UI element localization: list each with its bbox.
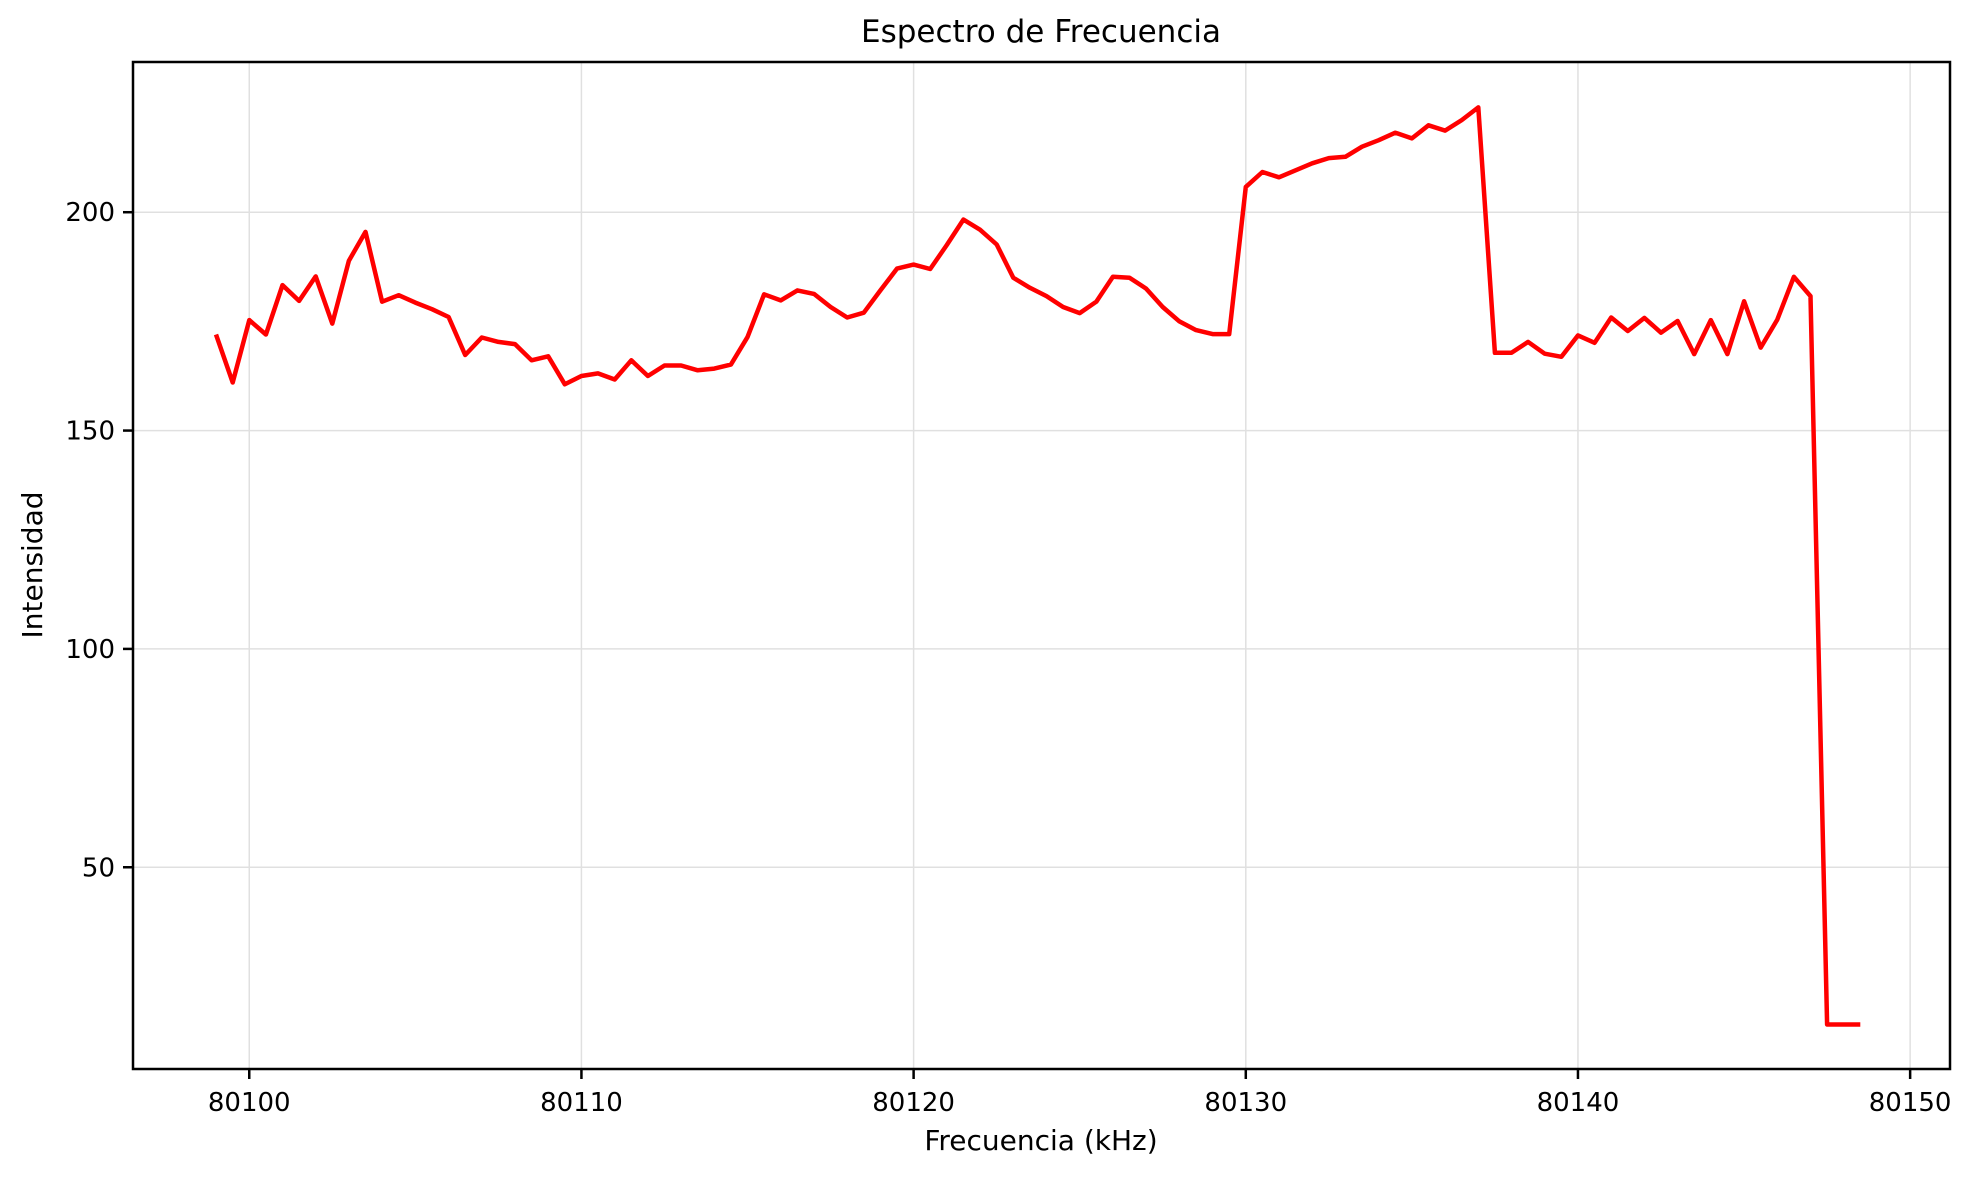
spectrum-line: [213, 105, 1861, 1027]
x-tick-label: 80100: [208, 1088, 291, 1118]
axes-frame: [131, 60, 1952, 1071]
data-series: [213, 105, 1861, 1027]
x-tick-label: 80120: [872, 1088, 955, 1118]
chart-title: Espectro de Frecuencia: [861, 14, 1221, 50]
x-tick-label: 80140: [1537, 1088, 1620, 1118]
y-tick-label: 50: [82, 853, 115, 883]
grid-lines: [133, 62, 1950, 1069]
y-axis-ticks: 50 100 150 200: [65, 198, 133, 883]
x-tick-label: 80150: [1869, 1088, 1952, 1118]
x-tick-label: 80110: [540, 1088, 623, 1118]
y-tick-label: 200: [65, 198, 115, 228]
plot-area: [133, 62, 1950, 1069]
x-axis-ticks: 80100 80110 80120 80130 80140 80150: [208, 1069, 1952, 1118]
y-tick-label: 100: [65, 635, 115, 665]
x-tick-label: 80130: [1204, 1088, 1287, 1118]
x-axis-label: Frecuencia (kHz): [924, 1124, 1157, 1157]
y-axis-label: Intensidad: [16, 491, 49, 638]
y-tick-label: 150: [65, 417, 115, 447]
